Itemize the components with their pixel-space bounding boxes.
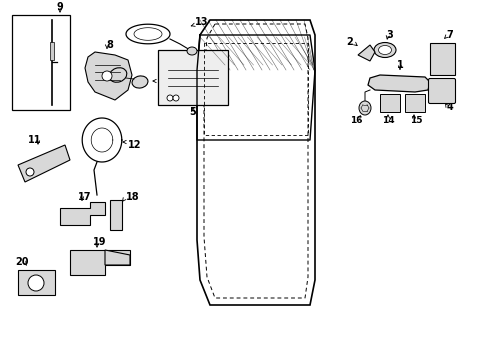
Ellipse shape [109,68,126,82]
Bar [429,43,454,75]
Text: 4: 4 [446,102,452,112]
Polygon shape [85,52,132,100]
Polygon shape [18,270,55,295]
Polygon shape [134,28,162,40]
Polygon shape [60,202,105,225]
Text: 9: 9 [57,2,63,12]
Ellipse shape [373,42,395,58]
Bar [379,94,399,112]
Text: 1: 1 [396,60,403,70]
Polygon shape [70,250,130,275]
Polygon shape [367,75,429,92]
Bar [12,15,70,110]
Text: 5: 5 [189,107,196,117]
Text: 6: 6 [158,79,164,89]
Text: 17: 17 [78,192,92,202]
Circle shape [102,71,112,81]
Ellipse shape [358,101,370,115]
Ellipse shape [378,45,391,54]
Polygon shape [197,20,314,305]
Polygon shape [18,145,70,182]
Text: 7: 7 [446,30,452,40]
Text: 10: 10 [21,57,35,67]
Text: 14: 14 [381,116,393,125]
FancyBboxPatch shape [427,78,454,104]
Text: 19: 19 [93,237,106,247]
Ellipse shape [132,76,148,88]
Bar [50,42,54,60]
Text: 18: 18 [126,192,140,202]
Text: 12: 12 [128,140,141,150]
Circle shape [28,275,44,291]
Polygon shape [357,45,374,61]
Polygon shape [110,200,122,230]
Text: 3: 3 [386,30,392,40]
Text: 2: 2 [346,37,353,47]
Bar [404,94,424,112]
Circle shape [167,95,173,101]
Text: 8: 8 [106,40,113,50]
Text: 20: 20 [15,257,29,267]
Text: 11: 11 [28,135,41,145]
Polygon shape [105,250,130,265]
Ellipse shape [186,47,197,55]
Text: 13: 13 [195,17,208,27]
Text: 15: 15 [409,116,421,125]
Circle shape [26,168,34,176]
Polygon shape [126,24,170,44]
Bar [158,50,227,105]
Circle shape [173,95,179,101]
Text: 16: 16 [349,116,362,125]
